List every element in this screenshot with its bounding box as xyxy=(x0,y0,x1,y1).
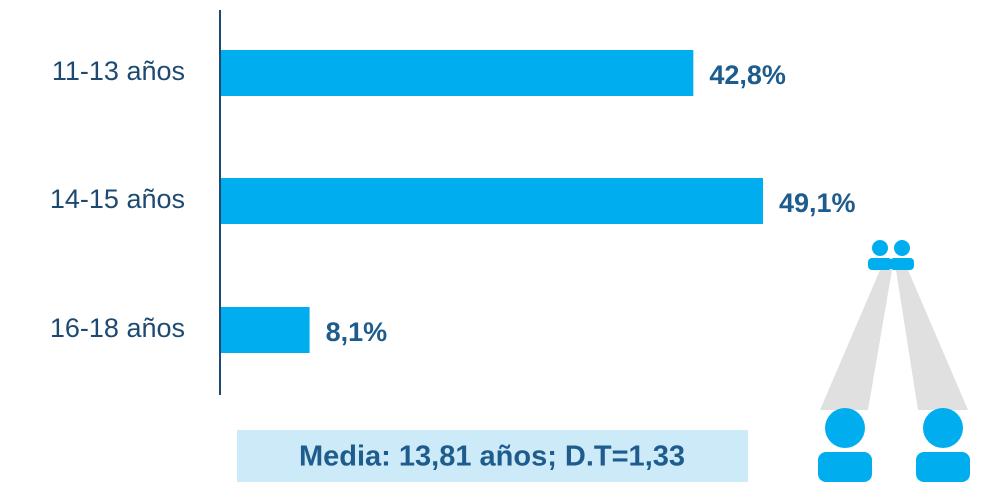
annotation-box xyxy=(237,430,748,482)
annotation: Media: 13,81 años; D.T=1,33 xyxy=(299,441,685,473)
value-label: 8,1% xyxy=(326,317,388,347)
bar xyxy=(221,178,763,224)
category-label: 16-18 años xyxy=(50,313,185,343)
bar xyxy=(221,307,310,353)
category-label: 14-15 años xyxy=(50,184,185,214)
category-label: 11-13 años xyxy=(52,56,185,86)
value-label: 42,8% xyxy=(709,60,786,90)
illustration xyxy=(818,240,970,482)
value-label: 49,1% xyxy=(779,188,856,218)
bar xyxy=(221,50,694,96)
